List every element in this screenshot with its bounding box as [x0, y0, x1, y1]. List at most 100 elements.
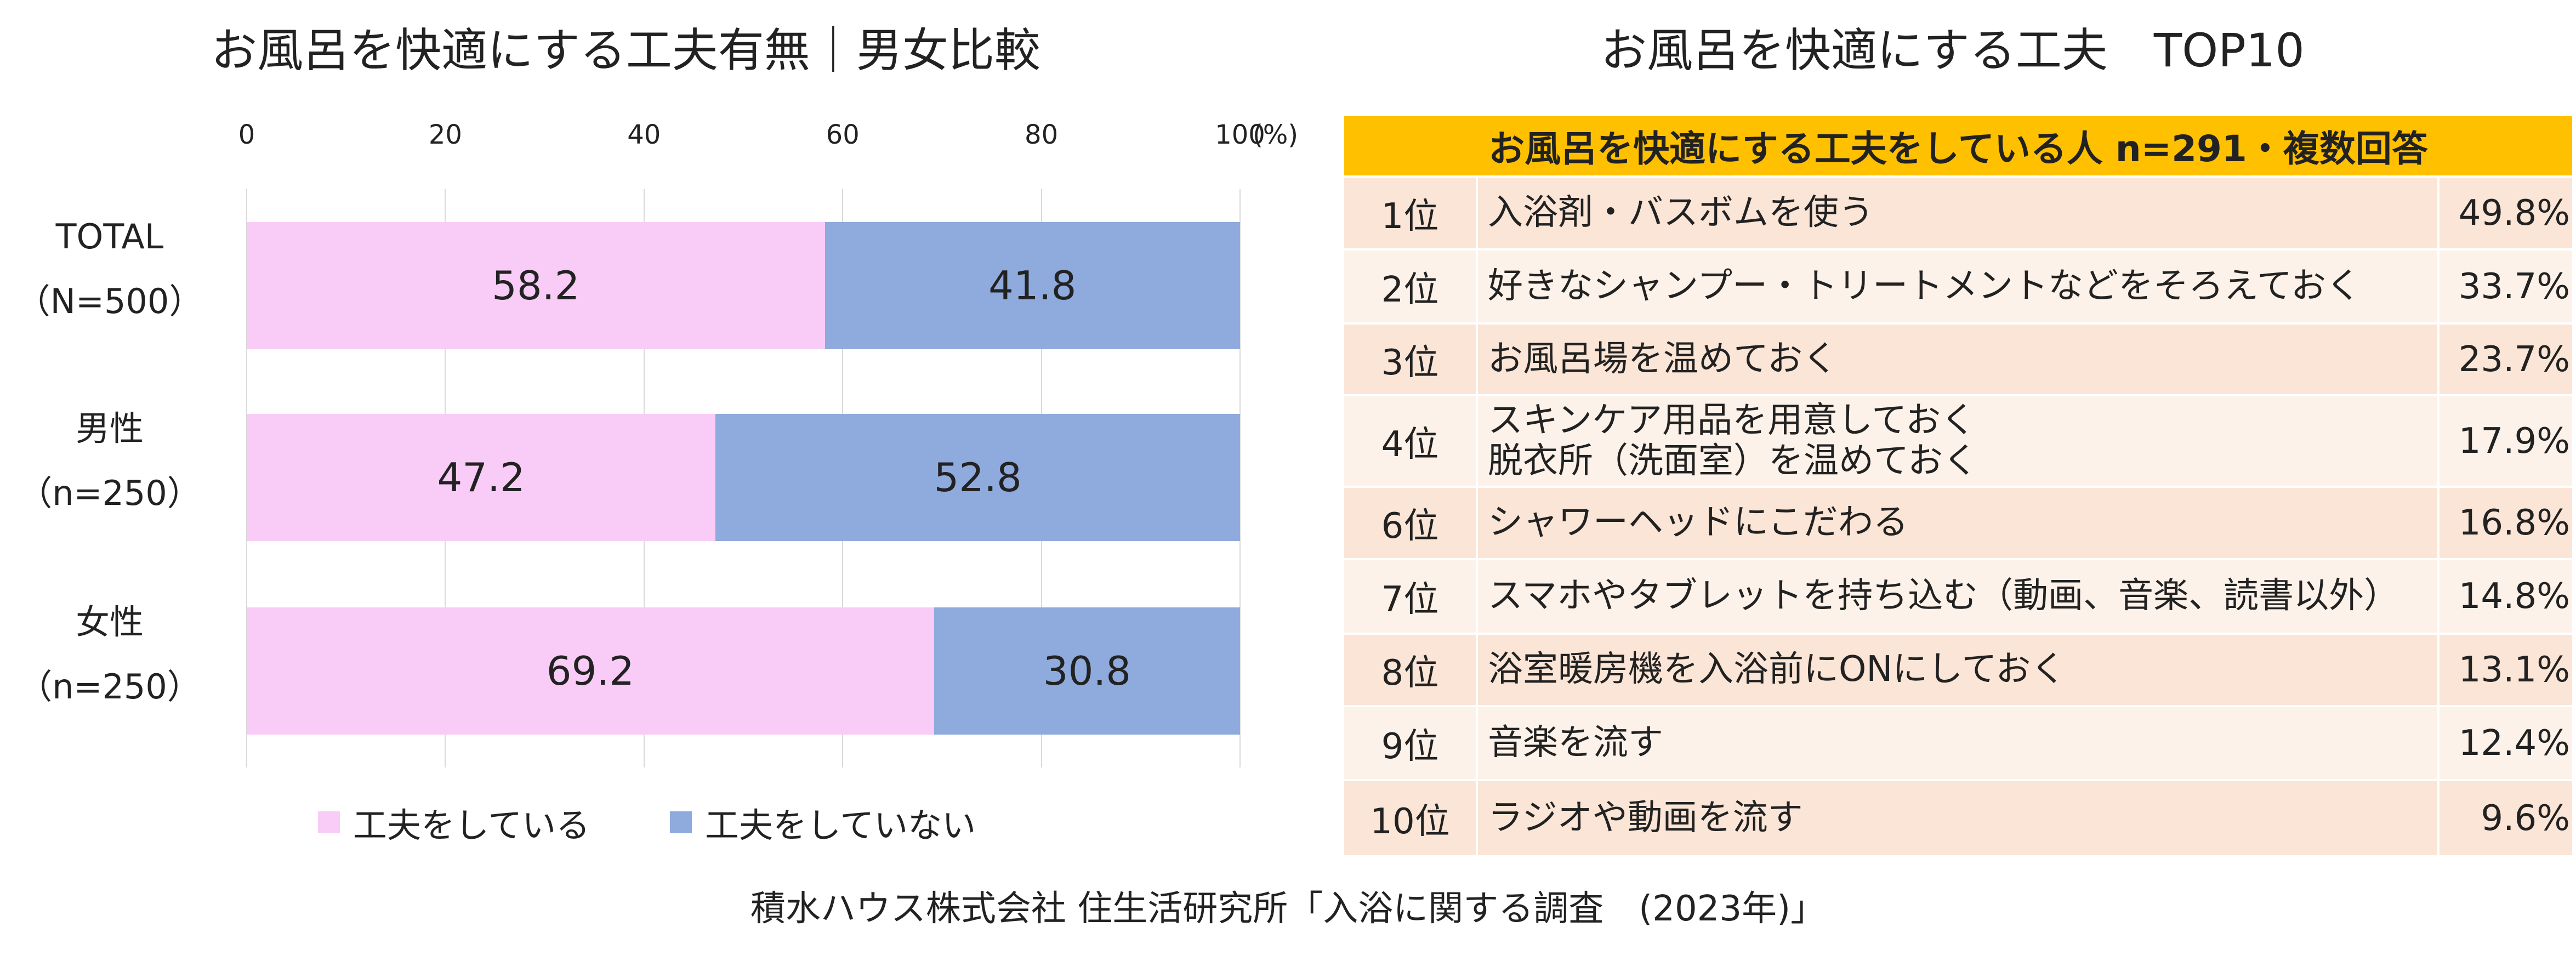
column-divider [1476, 560, 1478, 633]
column-divider [1476, 251, 1478, 322]
table-row: 3位 お風呂場を温めておく 23.7% [1344, 325, 2572, 394]
table-header: お風呂を快適にする工夫をしている人 n=291・複数回答 [1344, 116, 2572, 175]
category-label: 女性 （n=250） [0, 602, 219, 708]
x-tick-label: 100 [1215, 120, 1265, 150]
rank-cell: 8位 [1381, 653, 1439, 693]
bar-value-label: 58.2 [492, 263, 580, 309]
column-divider [2437, 178, 2439, 248]
legend-label-not-doing: 工夫をしていない [705, 805, 976, 845]
column-divider [1476, 781, 1478, 855]
item-cell: ラジオや動画を流す [1478, 781, 2420, 855]
bar-value-label: 47.2 [437, 454, 525, 501]
x-tick-label: 40 [627, 120, 661, 150]
category-label: 男性 （n=250） [0, 408, 219, 514]
category-label-line2: （n=250） [18, 667, 201, 707]
gridline [1239, 189, 1241, 767]
legend-item-doing: 工夫をしている [318, 798, 590, 847]
column-divider [1476, 325, 1478, 394]
column-divider [2437, 488, 2439, 558]
item-text: 浴室暖房機を入浴前にONにしておく [1488, 649, 2066, 690]
percent-cell: 49.8% [2458, 192, 2570, 234]
category-label-line1: 女性 [75, 602, 144, 642]
rank-cell: 4位 [1381, 424, 1439, 465]
item-cell: 入浴剤・バスボムを使う [1478, 178, 2420, 248]
table-row: 7位 スマホやタブレットを持ち込む（動画、音楽、読書以外） 14.8% [1344, 560, 2572, 633]
column-divider [1476, 707, 1478, 779]
item-cell: 好きなシャンプー・トリートメントなどをそろえておく [1478, 251, 2420, 322]
category-label-line1: TOTAL [55, 217, 164, 257]
item-text: お風呂場を温めておく [1488, 338, 1838, 379]
table-row: 2位 好きなシャンプー・トリートメントなどをそろえておく 33.7% [1344, 251, 2572, 322]
bar-segment [824, 222, 1240, 349]
item-cell: 音楽を流す [1478, 707, 2420, 779]
percent-cell: 13.1% [2458, 650, 2570, 690]
bar-segment [715, 414, 1240, 541]
rank-cell: 6位 [1381, 506, 1439, 547]
column-divider [2437, 707, 2439, 779]
column-divider [1476, 488, 1478, 558]
rank-cell: 9位 [1381, 726, 1439, 767]
percent-cell: 16.8% [2458, 503, 2570, 543]
x-axis-unit: (%) [1253, 120, 1299, 150]
chart-title: お風呂を快適にする工夫有無｜男女比較 [211, 24, 1040, 77]
x-tick-label: 80 [1025, 120, 1059, 150]
column-divider [2437, 251, 2439, 322]
column-divider [2437, 781, 2439, 855]
source-note: 積水ハウス株式会社 住生活研究所「入浴に関する調査 (2023年)」 [750, 889, 1826, 929]
category-label-line2: （N=500） [16, 281, 203, 322]
item-text: シャワーヘッドにこだわる [1488, 502, 1908, 543]
table-row: 1位 入浴剤・バスボムを使う 49.8% [1344, 178, 2572, 248]
bar-value-label: 69.2 [546, 648, 635, 694]
category-label: TOTAL （N=500） [0, 217, 219, 322]
bar-segment [247, 222, 825, 349]
item-cell: 浴室暖房機を入浴前にONにしておく [1478, 635, 2420, 705]
table-title: お風呂を快適にする工夫 TOP10 [1601, 24, 2305, 77]
column-divider [2437, 396, 2439, 486]
percent-cell: 12.4% [2458, 723, 2570, 764]
column-divider [1476, 635, 1478, 705]
table-row: 8位 浴室暖房機を入浴前にONにしておく 13.1% [1344, 635, 2572, 705]
item-text: 脱衣所（洗面室）を温めておく [1488, 440, 1978, 481]
x-tick-label: 0 [238, 120, 255, 150]
bar-value-label: 52.8 [934, 454, 1022, 501]
bar-segment [247, 607, 934, 735]
rank-cell: 1位 [1381, 196, 1439, 237]
item-text: スキンケア用品を用意しておく [1488, 400, 1976, 441]
item-cell: スマホやタブレットを持ち込む（動画、音楽、読書以外） [1478, 560, 2420, 633]
item-text: ラジオや動画を流す [1488, 797, 1803, 838]
bar-value-label: 30.8 [1043, 648, 1131, 694]
item-text: 音楽を流す [1488, 722, 1663, 763]
item-cell: スキンケア用品を用意しておく 脱衣所（洗面室）を温めておく [1478, 396, 2420, 486]
x-tick-label: 60 [826, 120, 860, 150]
percent-cell: 9.6% [2481, 798, 2570, 839]
item-cell: シャワーヘッドにこだわる [1478, 488, 2420, 558]
rank-cell: 7位 [1381, 579, 1439, 620]
x-tick-label: 20 [428, 120, 462, 150]
item-text: 好きなシャンプー・トリートメントなどをそろえておく [1488, 265, 2361, 306]
percent-cell: 17.9% [2458, 420, 2570, 462]
bar-segment [247, 414, 716, 541]
legend-label-doing: 工夫をしている [353, 805, 590, 845]
item-cell: お風呂場を温めておく [1478, 325, 2420, 394]
item-text: スマホやタブレットを持ち込む（動画、音楽、読書以外） [1488, 576, 2399, 617]
column-divider [2437, 560, 2439, 633]
bar-value-label: 41.8 [988, 263, 1077, 309]
category-label-line2: （n=250） [18, 473, 201, 514]
item-text: 入浴剤・バスボムを使う [1488, 192, 1874, 233]
table-row: 4位 スキンケア用品を用意しておく 脱衣所（洗面室）を温めておく 17.9% [1344, 396, 2572, 486]
table-row: 10位 ラジオや動画を流す 9.6% [1344, 781, 2572, 855]
column-divider [1476, 396, 1478, 486]
legend-item-not-doing: 工夫をしていない [670, 798, 976, 847]
column-divider [2437, 635, 2439, 705]
category-label-line1: 男性 [75, 408, 144, 448]
percent-cell: 14.8% [2458, 576, 2570, 617]
legend-swatch-not-doing [670, 811, 692, 833]
bar-segment [934, 607, 1240, 735]
legend-swatch-doing [318, 811, 340, 833]
rank-cell: 3位 [1381, 342, 1439, 383]
percent-cell: 23.7% [2458, 339, 2570, 380]
column-divider [1476, 178, 1478, 248]
table-row: 6位 シャワーヘッドにこだわる 16.8% [1344, 488, 2572, 558]
rank-cell: 2位 [1381, 269, 1439, 310]
percent-cell: 33.7% [2458, 266, 2570, 307]
